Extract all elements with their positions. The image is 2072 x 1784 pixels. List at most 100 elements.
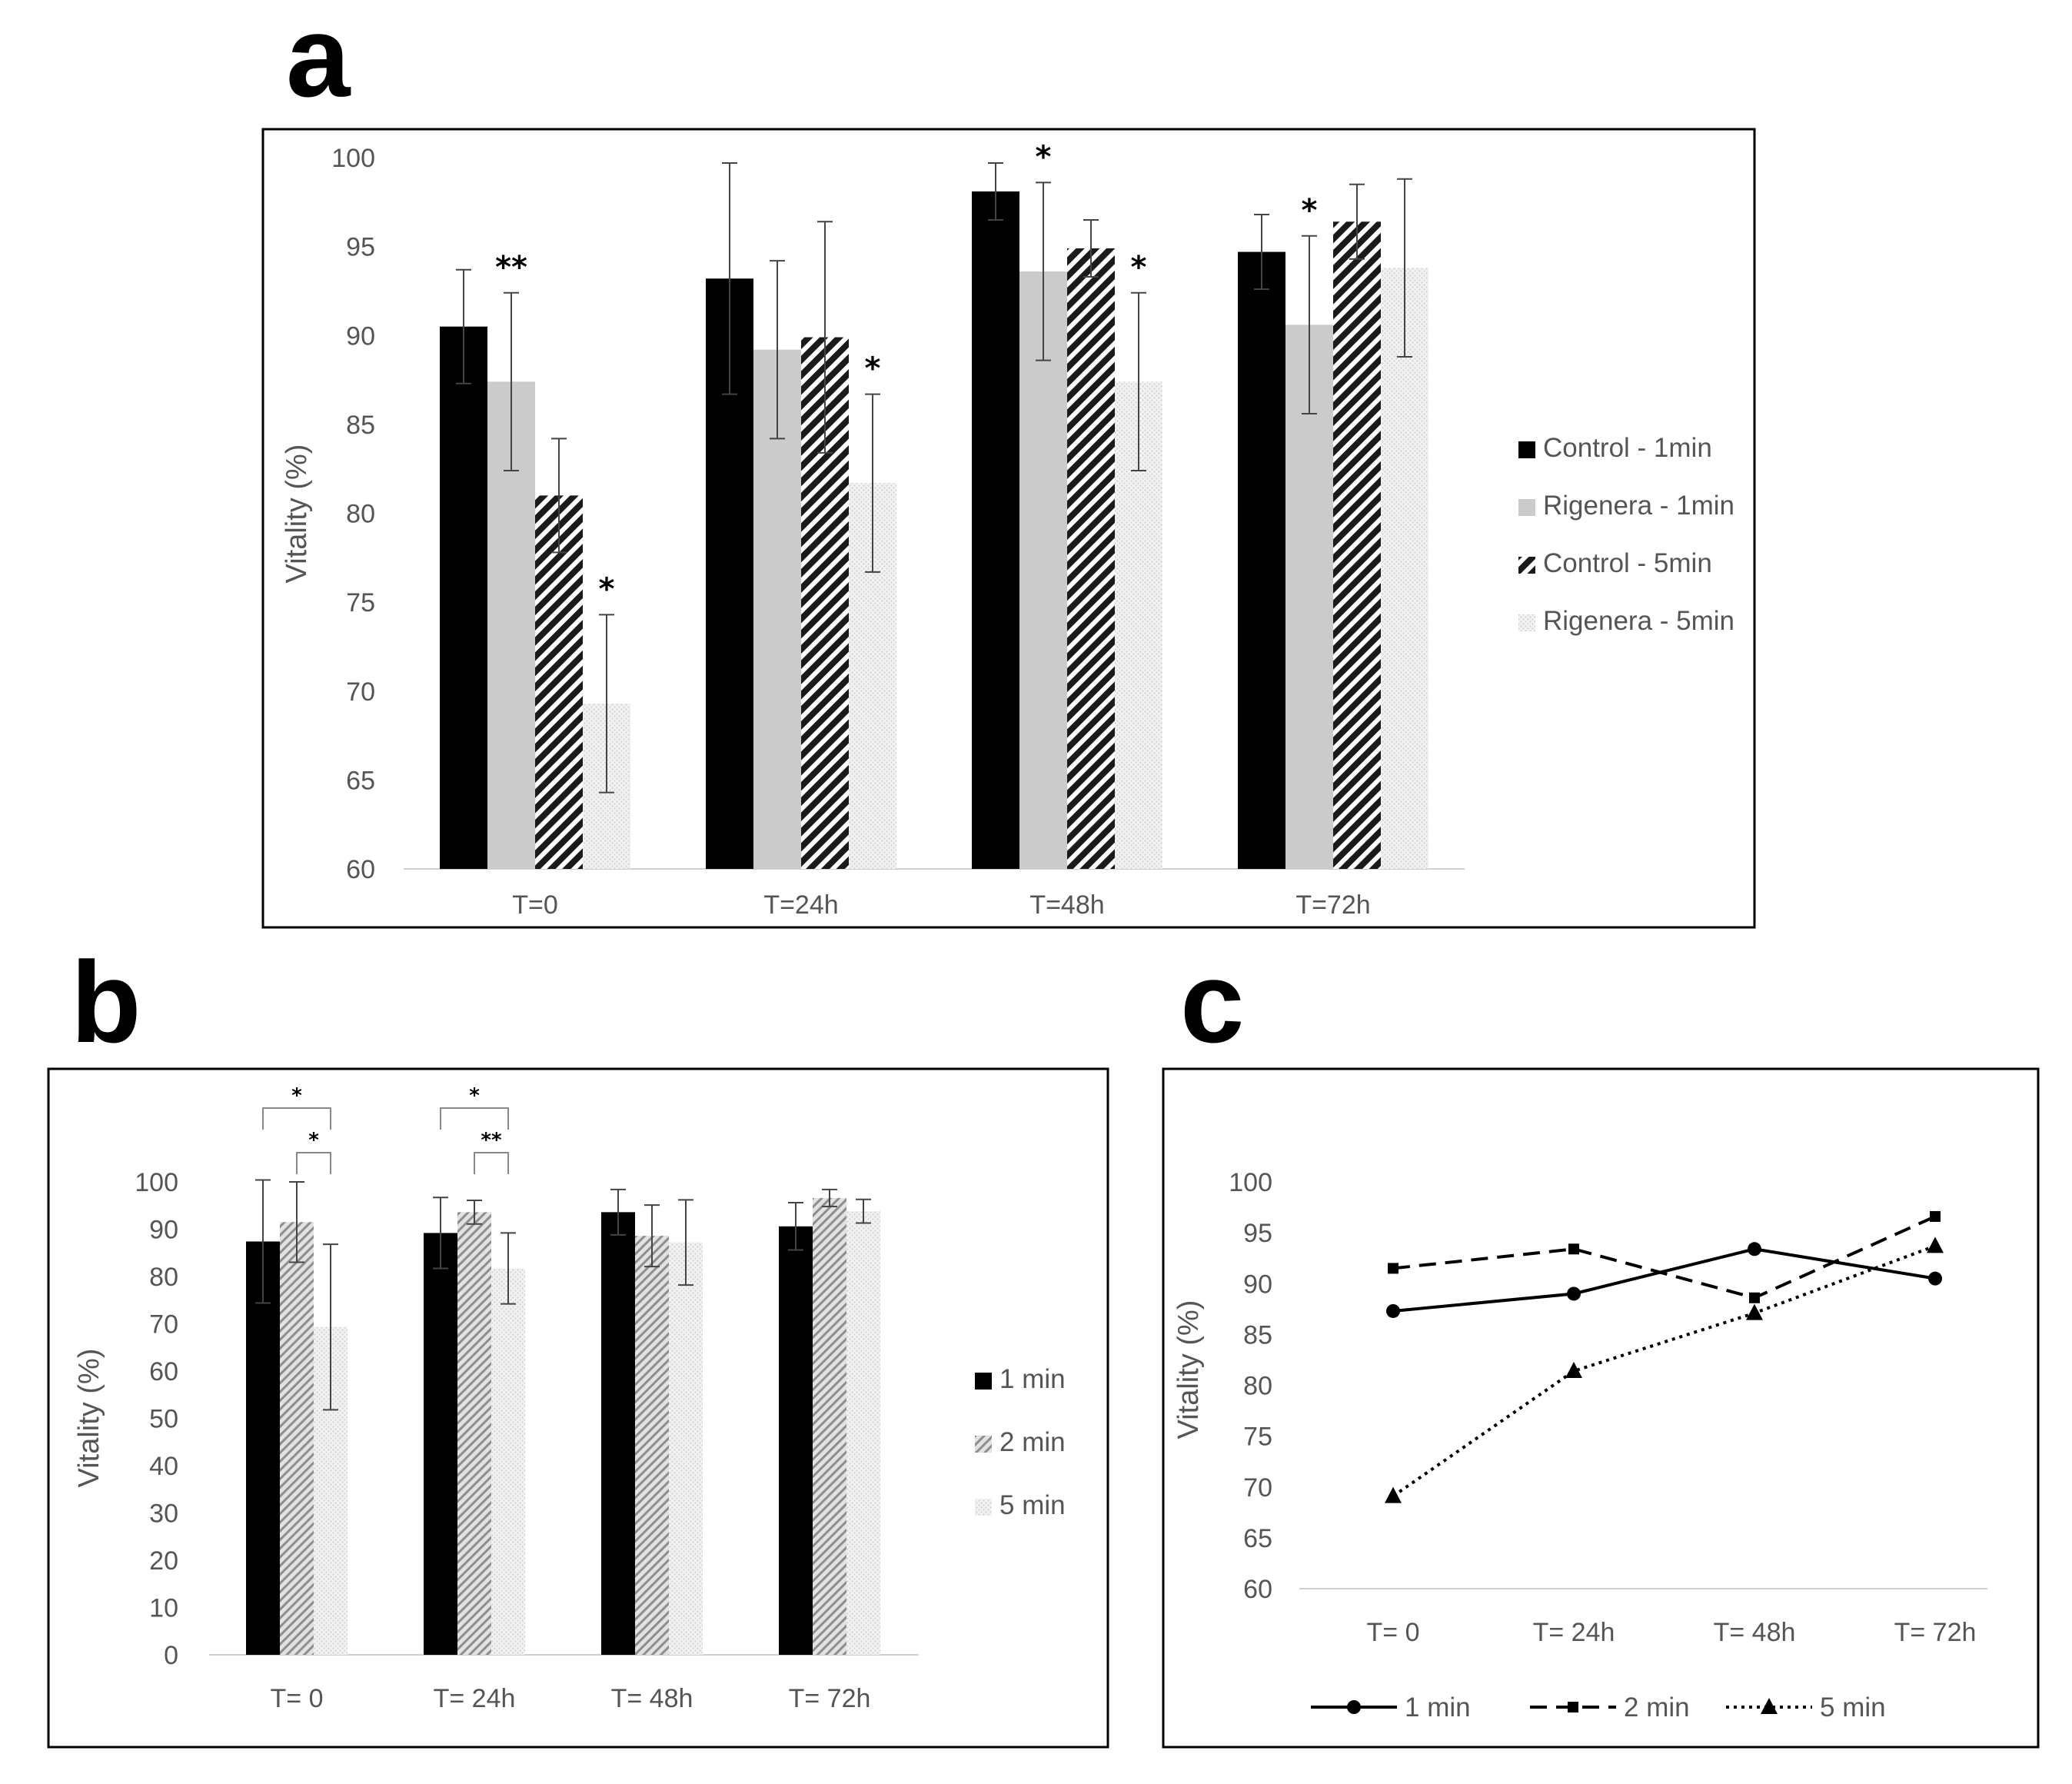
marker-square bbox=[1388, 1263, 1399, 1274]
chart-c: 100 95 90 85 80 75 70 65 60 Vitality (%) T= 0 T= 24… bbox=[1172, 1168, 1987, 1722]
marker-square bbox=[1568, 1702, 1578, 1712]
significance-marker: * bbox=[1131, 250, 1147, 285]
bar-grey bbox=[1285, 325, 1333, 869]
y-tick-label: 80 bbox=[1243, 1372, 1272, 1401]
y-tick-label: 70 bbox=[1243, 1473, 1272, 1503]
y-axis-label: Vitality (%) bbox=[1172, 1300, 1205, 1440]
panel-b-frame bbox=[47, 1067, 1109, 1749]
legend-swatch-black bbox=[975, 1373, 992, 1390]
significance-marker: * bbox=[599, 571, 615, 607]
panel-c-frame bbox=[1162, 1067, 2040, 1749]
x-tick-label: T= 24h bbox=[434, 1684, 516, 1713]
y-tick-label: 40 bbox=[149, 1452, 178, 1481]
significance-marker: * bbox=[1302, 193, 1318, 228]
x-tick-label: T= 48h bbox=[611, 1684, 693, 1713]
bar-dots-light bbox=[846, 1211, 880, 1655]
x-tick-label: T= 72h bbox=[789, 1684, 871, 1713]
bar-hatch-dark bbox=[535, 495, 583, 869]
bar-black bbox=[972, 191, 1019, 869]
significance-marker: * bbox=[1036, 139, 1052, 175]
bar-black bbox=[601, 1212, 635, 1655]
significance-marker: ** bbox=[495, 250, 527, 285]
y-tick-label: 75 bbox=[346, 588, 375, 617]
marker-triangle bbox=[1746, 1303, 1763, 1320]
marker-triangle bbox=[1385, 1486, 1402, 1503]
legend-swatch-grey bbox=[1518, 499, 1535, 516]
bar-hatch-grey bbox=[813, 1197, 846, 1655]
y-tick-label: 100 bbox=[1229, 1168, 1272, 1197]
bar-black bbox=[424, 1233, 457, 1655]
y-tick-label: 100 bbox=[331, 144, 375, 173]
x-tick-label: T=0 bbox=[512, 890, 558, 920]
significance-bracket bbox=[474, 1152, 509, 1174]
y-tick-label: 85 bbox=[1243, 1320, 1272, 1350]
marker-circle bbox=[1347, 1700, 1361, 1714]
x-tick-label: T=24h bbox=[763, 890, 838, 920]
significance-marker: * bbox=[469, 1084, 480, 1107]
panel-a-frame bbox=[261, 128, 1756, 929]
y-tick-label: 30 bbox=[149, 1499, 178, 1529]
significance-marker: * bbox=[308, 1129, 319, 1152]
legend-label: Control - 1min bbox=[1543, 433, 1712, 463]
legend-swatch-dots-light bbox=[1518, 614, 1535, 631]
x-tick-label: T=48h bbox=[1029, 890, 1104, 920]
bar-grey bbox=[1019, 271, 1067, 869]
marker-square bbox=[1930, 1210, 1941, 1222]
y-tick-label: 75 bbox=[1243, 1423, 1272, 1452]
legend-label: 5 min bbox=[1820, 1692, 1886, 1722]
panel-letter-b: b bbox=[71, 937, 141, 1067]
series-line-dotted bbox=[1392, 1244, 1936, 1498]
y-tick-label: 50 bbox=[149, 1405, 178, 1434]
significance-marker: * bbox=[865, 351, 881, 387]
y-tick-label: 0 bbox=[164, 1641, 178, 1670]
x-tick-label: T= 72h bbox=[1894, 1618, 1977, 1647]
y-tick-label: 90 bbox=[1243, 1270, 1272, 1299]
x-tick-label: T= 0 bbox=[1367, 1618, 1420, 1647]
marker-triangle bbox=[1927, 1236, 1944, 1253]
y-tick-label: 65 bbox=[1243, 1524, 1272, 1553]
legend-swatch-black bbox=[1518, 441, 1535, 458]
legend-label: 2 min bbox=[999, 1427, 1066, 1457]
panel-letter-a: a bbox=[286, 0, 351, 121]
marker-square bbox=[1749, 1292, 1760, 1303]
y-tick-label: 10 bbox=[149, 1594, 178, 1623]
x-tick-label: T=72h bbox=[1295, 890, 1370, 920]
x-tick-label: T= 0 bbox=[271, 1684, 324, 1713]
y-tick-label: 95 bbox=[346, 233, 375, 262]
bar-black bbox=[246, 1241, 280, 1655]
chart-a: 100 95 90 85 80 75 70 65 60 Vitality (%) T=0 T=24h T… bbox=[281, 139, 1734, 920]
bar-black bbox=[779, 1226, 813, 1655]
y-tick-label: 90 bbox=[149, 1216, 178, 1245]
legend-swatch-hatch-grey bbox=[975, 1436, 992, 1453]
y-tick-label: 60 bbox=[1243, 1575, 1272, 1604]
marker-circle bbox=[1748, 1242, 1761, 1256]
bar-hatch-dark bbox=[1333, 221, 1381, 869]
legend-label: 1 min bbox=[999, 1364, 1066, 1394]
y-axis-label: Vitality (%) bbox=[281, 444, 313, 584]
legend-label: 1 min bbox=[1405, 1692, 1471, 1722]
y-tick-label: 70 bbox=[149, 1310, 178, 1340]
y-tick-label: 60 bbox=[149, 1357, 178, 1386]
bar-hatch-grey bbox=[280, 1222, 314, 1655]
y-tick-label: 80 bbox=[149, 1263, 178, 1292]
marker-circle bbox=[1386, 1303, 1400, 1318]
y-tick-label: 20 bbox=[149, 1546, 178, 1576]
y-tick-label: 90 bbox=[346, 321, 375, 351]
legend-swatch-dots-light bbox=[975, 1499, 992, 1516]
x-tick-label: T= 24h bbox=[1533, 1618, 1615, 1647]
series-line-dashed bbox=[1392, 1215, 1936, 1300]
y-tick-label: 80 bbox=[346, 500, 375, 529]
marker-triangle bbox=[1761, 1698, 1778, 1714]
bar-hatch-grey bbox=[457, 1212, 491, 1655]
legend-label: Rigenera - 1min bbox=[1543, 491, 1734, 521]
bar-black bbox=[440, 326, 487, 869]
y-tick-label: 85 bbox=[346, 411, 375, 440]
bar-black bbox=[1238, 251, 1285, 869]
legend-label: Control - 5min bbox=[1543, 548, 1712, 578]
legend-label: 5 min bbox=[999, 1490, 1066, 1520]
y-tick-label: 60 bbox=[346, 855, 375, 884]
legend-label: Rigenera - 5min bbox=[1543, 606, 1734, 636]
marker-circle bbox=[1567, 1286, 1581, 1301]
